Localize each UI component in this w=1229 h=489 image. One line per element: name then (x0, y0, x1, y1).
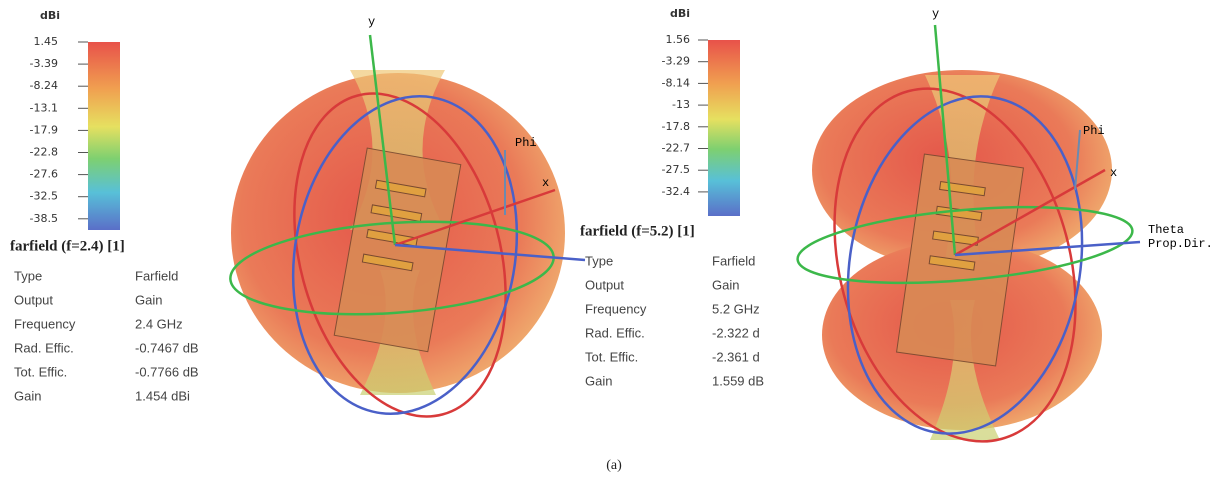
axis-label: Phi (1083, 124, 1105, 138)
screenshot: y Phi x y Phi x Theta Prop.Dir. (a) dBi 1… (0, 0, 1229, 489)
property-name: Rad. Effic. (14, 340, 74, 355)
property-name: Output (14, 292, 53, 307)
figure: y Phi x y Phi x Theta Prop.Dir. (a) dBi 1… (0, 0, 1229, 489)
tick-label: -17.9 (30, 123, 58, 136)
property-value: Farfield (135, 268, 178, 283)
axis-label: y (932, 7, 939, 21)
property-value: 5.2 GHz (712, 301, 760, 316)
tick-label: -22.8 (30, 146, 58, 159)
axis-label: Prop.Dir. (1148, 237, 1213, 251)
property-name: Rad. Effic. (585, 325, 645, 340)
farfield-3d (227, 35, 585, 440)
axis-label: Phi (515, 136, 537, 150)
panel-title: farfield (f=2.4) [1] (10, 238, 125, 254)
tick-label: -27.6 (30, 168, 58, 181)
property-name: Output (585, 277, 624, 292)
property-name: Frequency (585, 301, 647, 316)
property-value: Gain (712, 277, 739, 292)
property-value: -2.361 d (712, 349, 760, 364)
property-name: Type (585, 253, 613, 268)
tick-label: -8.14 (662, 76, 690, 89)
colorbar-unit: dBi (40, 9, 60, 22)
property-name: Tot. Effic. (14, 364, 67, 379)
axis-label: y (368, 15, 375, 29)
caption: (a) (606, 458, 622, 473)
tick-label: -27.5 (662, 163, 690, 176)
property-value: 2.4 GHz (135, 316, 183, 331)
property-name: Tot. Effic. (585, 349, 638, 364)
property-value: Farfield (712, 253, 755, 268)
colorbar (708, 40, 740, 216)
tick-label: -8.24 (30, 79, 58, 92)
panel-title: farfield (f=5.2) [1] (580, 223, 695, 239)
colorbar (88, 42, 120, 230)
tick-label: -3.39 (30, 57, 58, 70)
property-value: -0.7766 dB (135, 364, 199, 379)
axis-label: x (542, 176, 549, 190)
tick-label: -3.29 (662, 55, 690, 68)
property-value: Gain (135, 292, 162, 307)
axis-label: x (1110, 166, 1117, 180)
tick-label: -17.8 (662, 120, 690, 133)
tick-label: -13 (672, 98, 690, 111)
tick-label: 1.56 (666, 33, 691, 46)
property-value: -2.322 d (712, 325, 760, 340)
colorbar-unit: dBi (670, 7, 690, 20)
tick-label: 1.45 (34, 35, 59, 48)
tick-label: -22.7 (662, 142, 690, 155)
property-value: 1.454 dBi (135, 388, 190, 403)
property-value: -0.7467 dB (135, 340, 199, 355)
property-name: Type (14, 268, 42, 283)
farfield-3d (795, 25, 1140, 469)
property-name: Gain (585, 373, 612, 388)
property-value: 1.559 dB (712, 373, 764, 388)
property-name: Gain (14, 388, 41, 403)
tick-label: -38.5 (30, 212, 58, 225)
tick-label: -13.1 (30, 101, 58, 114)
property-name: Frequency (14, 316, 76, 331)
tick-label: -32.4 (662, 185, 690, 198)
axis-label: Theta (1148, 223, 1184, 237)
tick-label: -32.5 (30, 190, 58, 203)
